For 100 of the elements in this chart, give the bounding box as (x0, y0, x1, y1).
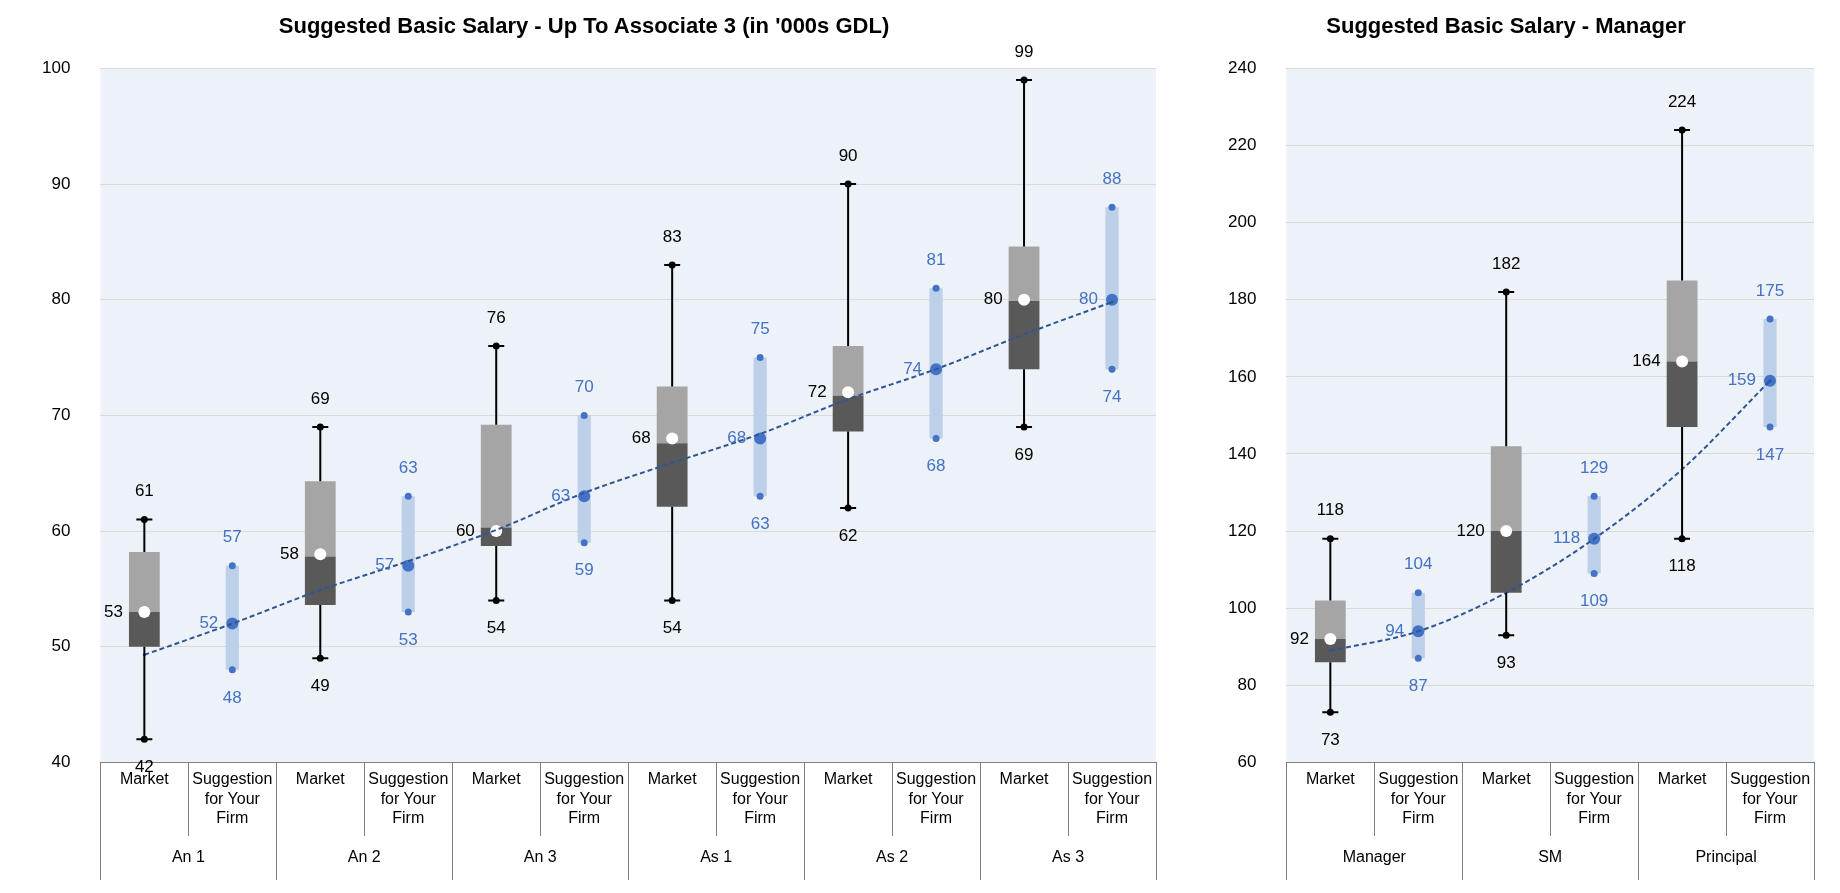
x-tick-label: Market (1305, 770, 1356, 788)
y-tick-label: 220 (1227, 135, 1257, 155)
point (842, 386, 855, 399)
point (932, 435, 940, 443)
text: An 3 (523, 848, 557, 866)
y-tick-label: 90 (51, 173, 71, 193)
data-label: 49 (310, 675, 330, 695)
x-tick-label: Suggestion for Your Firm (1071, 770, 1153, 826)
x-tick-label: Market (999, 770, 1050, 788)
x-tick-label: Suggestion for Your Firm (544, 770, 625, 826)
x-tick-label: Market (647, 770, 698, 788)
data-label: 81 (926, 249, 946, 269)
x-tick-label: Market (1657, 770, 1708, 788)
data-label: 73 (1320, 729, 1340, 749)
data-label: 120 (1456, 520, 1485, 540)
point (1324, 633, 1337, 646)
point (402, 559, 415, 572)
point (756, 492, 764, 500)
data-label: 182 (1492, 253, 1521, 273)
data-label: 72 (807, 381, 827, 401)
data-label: 75 (750, 319, 770, 339)
point (756, 354, 764, 362)
x-tick-label: Market (1481, 770, 1532, 788)
point (1414, 654, 1422, 662)
text: As 2 (876, 848, 909, 866)
point (404, 492, 412, 500)
y-tick-label: 120 (1227, 520, 1257, 540)
data-label: 94 (1385, 621, 1405, 640)
point (580, 539, 588, 547)
text: As 3 (1052, 848, 1085, 866)
data-label: 164 (1632, 351, 1661, 371)
x-tick-label: Suggestion for Your Firm (1730, 770, 1811, 826)
bar (577, 415, 591, 543)
bar (1105, 207, 1119, 370)
data-label: 58 (279, 543, 299, 563)
data-label: 83 (662, 226, 682, 246)
point (1108, 203, 1116, 211)
point (1590, 569, 1598, 577)
x-tick-label: Suggestion for Your Firm (192, 770, 273, 826)
data-label: 68 (926, 456, 946, 476)
data-label: 63 (750, 514, 770, 534)
point (1590, 492, 1598, 500)
data-label: 87 (1408, 675, 1428, 695)
x-tick-label: Market (823, 770, 874, 788)
point (1018, 293, 1031, 306)
data-label: 53 (398, 629, 418, 649)
y-tick-label: 70 (51, 405, 71, 425)
data-label: 224 (1667, 91, 1697, 111)
data-label: 52 (199, 613, 219, 633)
x-tick-label: Suggestion for Your Firm (720, 770, 801, 826)
y-tick-label: 60 (51, 520, 71, 540)
y-tick-label: 140 (1227, 443, 1257, 463)
point (404, 608, 412, 616)
point (1106, 293, 1119, 306)
bar (753, 357, 767, 497)
chart-title: Suggested Basic Salary - Up To Associate 3 (in '000s GDL) (278, 13, 890, 39)
data-label: 68 (631, 428, 651, 448)
y-tick-label: 50 (51, 636, 71, 656)
data-label: 80 (1079, 289, 1099, 309)
data-label: 63 (398, 458, 418, 478)
data-label: 76 (486, 307, 506, 327)
data-label: 147 (1755, 444, 1785, 464)
bar (401, 496, 415, 613)
y-tick-label: 200 (1227, 212, 1257, 232)
data-label: 104 (1404, 554, 1433, 574)
text: Manager (1342, 848, 1407, 866)
data-label: 53 (104, 601, 123, 621)
point (138, 606, 151, 619)
point (666, 432, 679, 445)
y-tick-label: 80 (1237, 674, 1257, 694)
data-label: 62 (838, 525, 858, 545)
data-label: 99 (1014, 41, 1034, 61)
data-label: 175 (1755, 280, 1785, 300)
bar (929, 288, 943, 439)
data-label: 57 (375, 555, 395, 575)
data-label: 80 (983, 289, 1003, 309)
data-label: 118 (1668, 556, 1696, 576)
y-tick-label: 240 (1227, 58, 1257, 78)
data-label: 159 (1727, 370, 1757, 390)
data-label: 92 (1290, 628, 1309, 648)
data-label: 54 (662, 618, 682, 638)
data-label: 118 (1553, 528, 1581, 548)
text: Principal (1695, 848, 1757, 866)
text: An 2 (347, 848, 381, 866)
point (1766, 315, 1774, 323)
y-tick-label: 80 (51, 289, 71, 309)
data-label: 70 (574, 377, 594, 397)
x-tick-label: Suggestion for Your Firm (1378, 770, 1459, 826)
data-label: 69 (310, 388, 330, 408)
data-label: 60 (455, 520, 475, 540)
point (314, 548, 327, 561)
point (1500, 525, 1513, 538)
data-label: 118 (1316, 500, 1344, 520)
data-label: 48 (222, 687, 242, 707)
point (932, 284, 940, 292)
data-label: 68 (727, 428, 747, 448)
data-label: 54 (486, 618, 506, 638)
y-tick-label: 60 (1237, 752, 1257, 772)
data-label: 129 (1579, 458, 1609, 478)
x-tick-label: Market (295, 770, 346, 788)
